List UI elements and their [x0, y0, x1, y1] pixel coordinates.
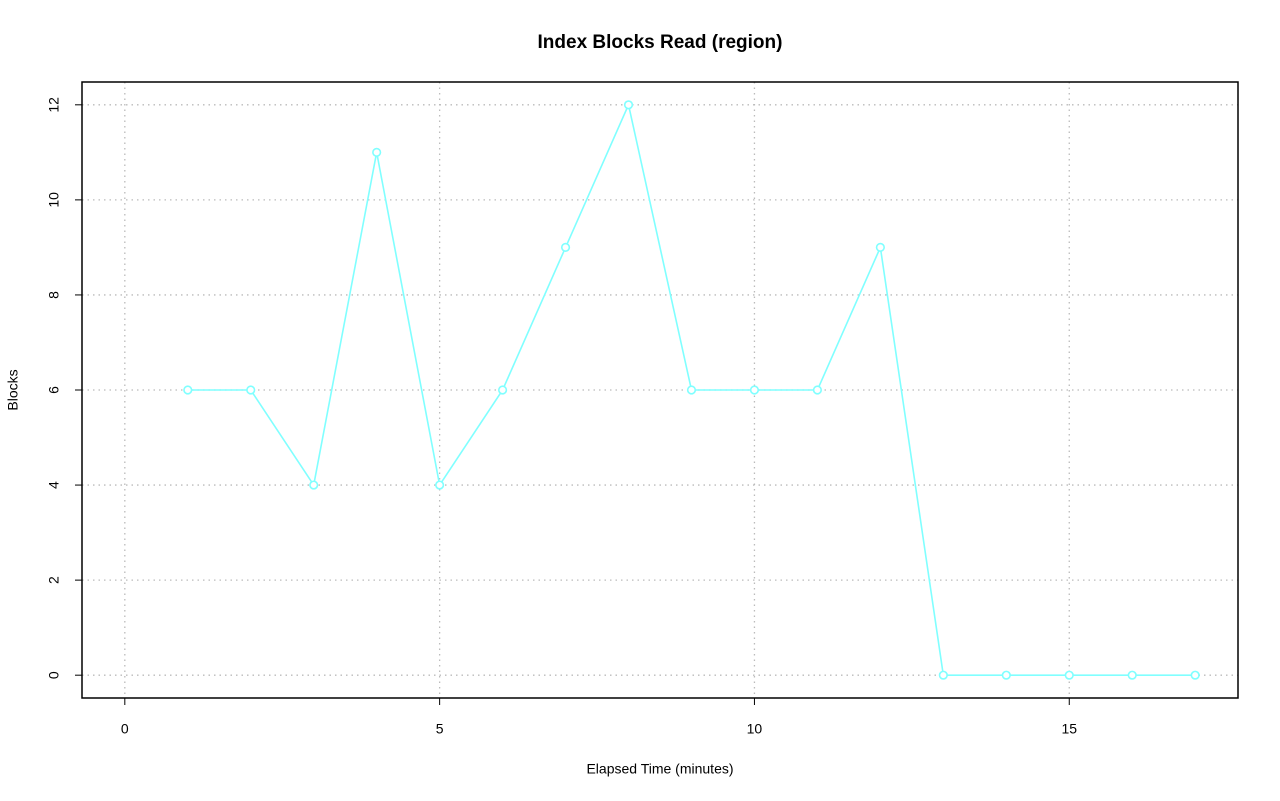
y-tick-label: 0 [46, 671, 62, 679]
data-point [875, 242, 885, 253]
data-point [812, 385, 823, 395]
data-point [749, 385, 760, 395]
y-axis-label: Blocks [5, 369, 21, 410]
y-tick-label: 10 [46, 192, 62, 208]
y-tick-label: 8 [46, 291, 62, 299]
x-axis-label: Elapsed Time (minutes) [586, 761, 733, 777]
chart-title: Index Blocks Read (region) [538, 32, 783, 53]
plot-frame [81, 81, 1239, 699]
data-point [435, 480, 445, 490]
data-point [1190, 670, 1200, 680]
y-tick-label: 6 [46, 386, 62, 394]
data-point [560, 242, 571, 253]
data-point [246, 385, 256, 395]
data-point [183, 385, 193, 395]
data-point [309, 480, 319, 490]
x-tick-label: 15 [1061, 721, 1077, 737]
y-tick-label: 12 [46, 97, 62, 113]
data-point [372, 147, 382, 157]
data-point [938, 670, 948, 680]
data-point [1064, 670, 1074, 680]
x-tick-label: 5 [436, 721, 444, 737]
x-tick-label: 0 [121, 721, 129, 737]
y-tick-label: 4 [46, 481, 62, 489]
data-point [686, 385, 697, 395]
data-point [1127, 670, 1137, 680]
x-tick-label: 10 [747, 721, 763, 737]
data-point [1001, 670, 1011, 680]
y-tick-label: 2 [46, 576, 62, 584]
data-point [497, 385, 508, 395]
data-point [623, 100, 634, 110]
